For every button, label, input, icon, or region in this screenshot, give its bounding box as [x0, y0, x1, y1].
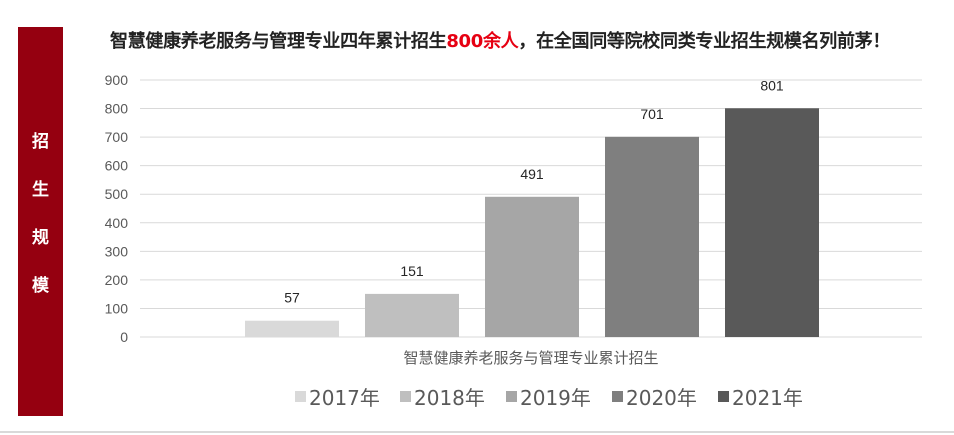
data-label: 701 — [640, 106, 664, 122]
headline-text-end: ，在全国同等院校同类专业招生规模名列前茅！ — [518, 31, 891, 52]
y-tick-label: 300 — [105, 243, 129, 259]
legend-item: 2021年 — [732, 386, 803, 410]
bar — [605, 136, 699, 337]
legend-item: 2018年 — [414, 386, 485, 410]
bar — [365, 293, 459, 337]
legend-swatch — [612, 391, 623, 402]
bar — [725, 108, 819, 338]
y-tick-label: 700 — [105, 129, 129, 145]
side-char: 招 — [32, 132, 49, 152]
headline: 智慧健康养老服务与管理专业四年累计招生800余人，在全国同等院校同类专业招生规模… — [110, 27, 940, 53]
legend-item: 2017年 — [309, 386, 380, 410]
side-panel: 招 生 规 模 — [18, 27, 63, 416]
y-tick-label: 100 — [105, 300, 129, 316]
headline-highlight: 800余人 — [446, 31, 519, 52]
legend-swatch — [295, 391, 306, 402]
bar — [485, 196, 579, 337]
legend-swatch — [506, 391, 517, 402]
y-tick-label: 900 — [105, 72, 129, 88]
y-tick-label: 400 — [105, 215, 129, 231]
data-label: 801 — [760, 77, 784, 93]
data-label: 491 — [520, 166, 544, 182]
y-tick-label: 500 — [105, 186, 129, 202]
side-char: 生 — [32, 180, 49, 200]
legend-swatch — [400, 391, 411, 402]
x-axis-label: 智慧健康养老服务与管理专业累计招生 — [403, 349, 658, 367]
y-tick-label: 600 — [105, 158, 129, 174]
headline-text: 智慧健康养老服务与管理专业四年累计招生 — [110, 31, 447, 52]
side-panel-label: 招 生 规 模 — [18, 130, 63, 322]
legend-swatch — [718, 391, 729, 402]
y-tick-label: 0 — [120, 329, 128, 345]
legend-item: 2019年 — [520, 386, 591, 410]
legend-item: 2020年 — [626, 386, 697, 410]
bottom-divider — [0, 431, 954, 433]
data-label: 57 — [284, 290, 300, 306]
bar — [245, 320, 339, 337]
y-tick-label: 200 — [105, 272, 129, 288]
data-label: 151 — [400, 263, 424, 279]
side-char: 规 — [32, 228, 49, 248]
side-char: 模 — [32, 276, 49, 296]
y-tick-label: 800 — [105, 101, 129, 117]
